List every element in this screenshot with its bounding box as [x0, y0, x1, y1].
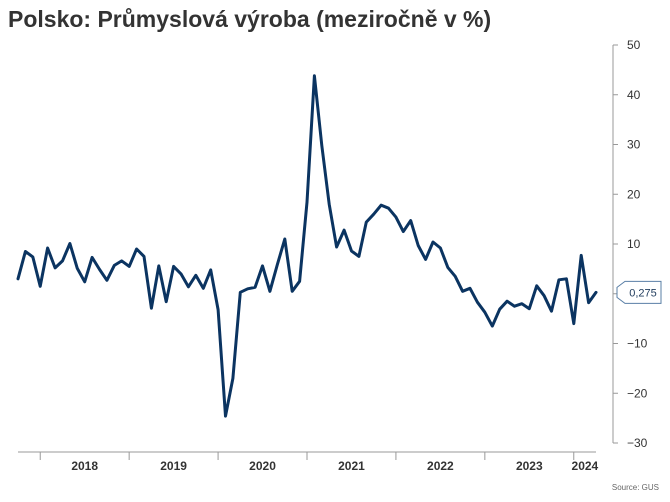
x-tick-label: 2024 [572, 459, 599, 473]
series-layer [16, 74, 598, 418]
chart-title: Polsko: Průmyslová výroba (meziročně v %… [8, 6, 492, 32]
y-tick-label: −20 [627, 386, 648, 400]
last-value-callout-box [616, 280, 662, 304]
x-tick-label: 2019 [160, 459, 187, 473]
y-tick-label: −30 [627, 436, 648, 450]
y-tick-label: 10 [627, 237, 641, 251]
y-tick-label: 20 [627, 187, 641, 201]
y-axis: −30 −20 −10 10 20 30 40 50 [612, 38, 648, 450]
x-axis: 2018 2019 2020 2021 2022 2023 2024 [18, 451, 599, 473]
source-note: Source: GUS [612, 483, 659, 492]
x-tick-label: 2020 [249, 459, 276, 473]
last-value-callout: 0,275 [616, 280, 662, 304]
y-tick-label: −10 [627, 337, 648, 351]
last-value-label: 0,275 [629, 287, 657, 299]
industrial-production-line [16, 74, 598, 418]
x-tick-label: 2021 [338, 459, 365, 473]
x-tick-label: 2022 [427, 459, 454, 473]
y-tick-label: 40 [627, 88, 641, 102]
y-tick-label: 50 [627, 38, 641, 52]
x-tick-label: 2023 [516, 459, 543, 473]
x-tick-label: 2018 [71, 459, 98, 473]
y-tick-label: 30 [627, 138, 641, 152]
